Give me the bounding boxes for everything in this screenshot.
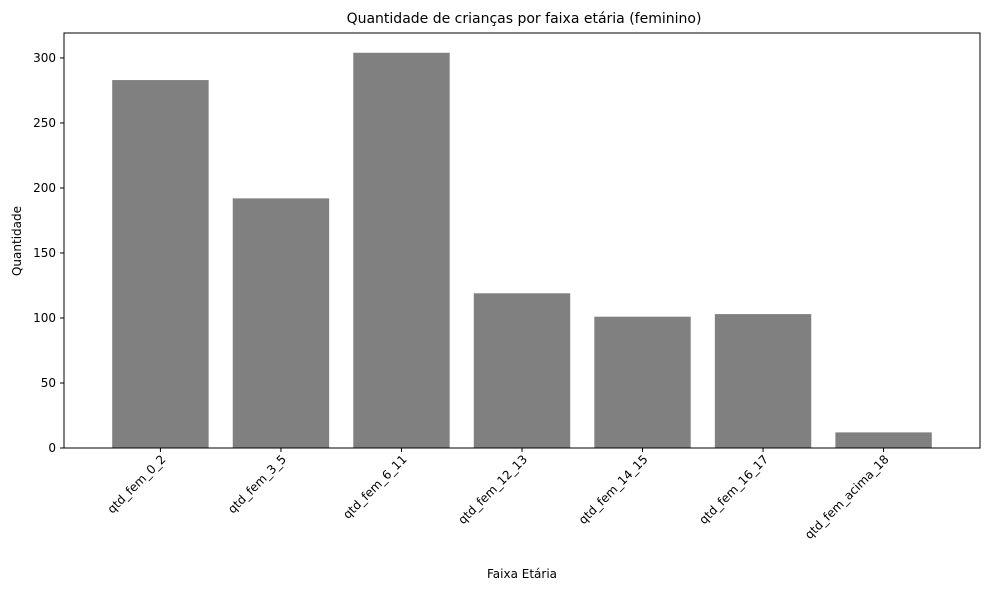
- y-tick-label: 0: [48, 441, 56, 455]
- x-tick-label: qtd_fem_3_5: [225, 452, 289, 516]
- x-tick-label: qtd_fem_0_2: [105, 452, 169, 516]
- bar-qtd_fem_6_11: [353, 52, 450, 449]
- bar-qtd_fem_16_17: [714, 314, 812, 448]
- x-tick-label: qtd_fem_14_15: [576, 452, 651, 527]
- y-tick-label: 150: [33, 246, 56, 260]
- y-tick-label: 250: [33, 116, 56, 130]
- x-axis-title: Faixa Etária: [487, 567, 557, 581]
- bar-qtd_fem_acima_18: [835, 432, 932, 448]
- y-tick-label: 50: [41, 376, 56, 390]
- y-axis: 0 50 100 150 200 250 300: [33, 51, 64, 455]
- chart-title: Quantidade de crianças por faixa etária …: [347, 11, 702, 27]
- x-tick-label: qtd_fem_acima_18: [802, 452, 892, 542]
- bar-qtd_fem_3_5: [232, 198, 330, 448]
- y-tick-label: 200: [33, 181, 56, 195]
- x-tick-label: qtd_fem_12_13: [455, 452, 530, 527]
- bar-qtd_fem_0_2: [112, 80, 209, 448]
- x-tick-label: qtd_fem_16_17: [696, 452, 771, 527]
- y-axis-title: Quantidade: [10, 206, 24, 276]
- bars-group: [112, 52, 932, 449]
- y-tick-label: 300: [33, 51, 56, 65]
- y-tick-label: 100: [33, 311, 56, 325]
- x-tick-label: qtd_fem_6_11: [340, 452, 409, 521]
- bar-qtd_fem_14_15: [594, 316, 691, 448]
- bar-qtd_fem_12_13: [473, 293, 571, 448]
- x-axis: qtd_fem_0_2 qtd_fem_3_5 qtd_fem_6_11 qtd_fe…: [105, 448, 892, 542]
